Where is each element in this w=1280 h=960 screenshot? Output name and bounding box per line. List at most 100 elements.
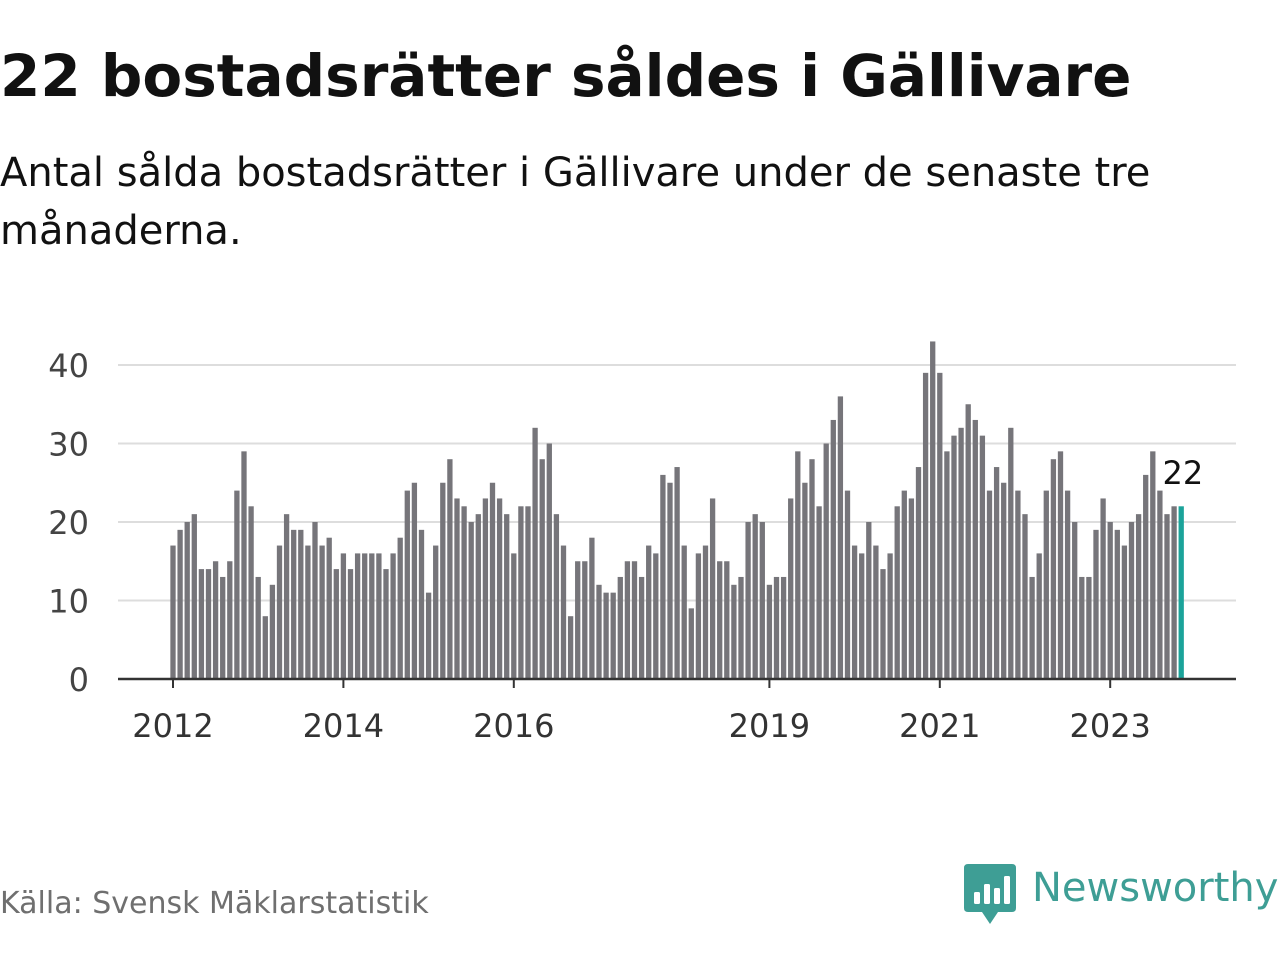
bar	[567, 616, 574, 679]
bar	[1114, 529, 1120, 679]
bar	[546, 443, 552, 679]
bar	[702, 545, 709, 679]
bar	[255, 576, 261, 679]
bar	[191, 514, 197, 679]
bar	[496, 498, 503, 679]
bar	[177, 529, 183, 679]
bar	[1150, 451, 1156, 679]
bar	[1135, 514, 1142, 679]
bar	[1001, 482, 1007, 679]
y-tick-label: 40	[48, 347, 89, 385]
bar	[979, 435, 986, 679]
bar	[823, 443, 829, 679]
x-axis-ticks: 2012 2014 2016 2019 2021 2023	[132, 679, 1151, 745]
bar	[922, 372, 929, 679]
bar	[695, 553, 702, 679]
bar	[887, 553, 893, 679]
bar	[227, 561, 233, 679]
bar	[610, 592, 616, 679]
x-tick-label: 2021	[899, 707, 980, 745]
bar	[1036, 553, 1042, 679]
bar	[958, 427, 964, 679]
bar	[539, 459, 545, 679]
bar	[418, 529, 425, 679]
bar	[717, 561, 723, 679]
bar	[816, 506, 822, 679]
bar	[475, 514, 481, 679]
bar	[482, 498, 489, 679]
bar	[908, 498, 915, 679]
bar	[362, 553, 368, 679]
bar	[376, 553, 382, 679]
bar	[411, 482, 418, 679]
bar	[461, 506, 467, 679]
bar	[354, 553, 361, 679]
bar	[844, 490, 851, 679]
bar	[276, 545, 283, 679]
latest-value-label: 22	[1162, 454, 1203, 492]
bar	[305, 545, 311, 679]
bar	[915, 467, 922, 679]
bar-chart: 0 10 20 30 40 2012 2014 2016 2019 2021 2023 22	[48, 341, 1236, 745]
bar	[667, 482, 673, 679]
bar	[937, 372, 943, 679]
bars	[170, 341, 1184, 679]
bar	[291, 529, 297, 679]
bar	[596, 584, 602, 679]
bar	[1107, 522, 1113, 679]
bar	[993, 467, 1000, 679]
bar	[532, 427, 538, 679]
bar	[333, 569, 339, 679]
bar	[773, 576, 780, 679]
y-tick-label: 30	[48, 426, 89, 464]
bar	[724, 561, 730, 679]
bar	[582, 561, 588, 679]
bar	[1128, 522, 1135, 679]
bar	[873, 545, 879, 679]
bar	[688, 608, 694, 679]
bar	[404, 490, 410, 679]
bar	[340, 553, 347, 679]
bar	[298, 529, 304, 679]
bar	[709, 498, 716, 679]
x-tick-label: 2016	[473, 707, 554, 745]
bar	[347, 569, 354, 679]
bar	[653, 553, 659, 679]
chart-subtitle: Antal sålda bostadsrätter i Gällivare un…	[0, 150, 1151, 254]
bar	[951, 435, 957, 679]
bar	[1171, 506, 1177, 679]
bar	[930, 341, 936, 679]
bar	[425, 592, 432, 679]
bar	[553, 514, 560, 679]
bar	[1100, 498, 1106, 679]
bar	[802, 482, 808, 679]
bar	[212, 561, 219, 679]
bar	[468, 522, 474, 679]
bar	[518, 506, 524, 679]
bar	[1008, 427, 1014, 679]
bar	[397, 537, 403, 679]
bar	[560, 545, 567, 679]
chart-title: 22 bostadsrätter såldes i Gällivare	[0, 42, 1132, 110]
bar	[326, 537, 332, 679]
bar	[674, 467, 680, 679]
bar	[369, 553, 375, 679]
bar	[759, 522, 765, 679]
bar	[944, 451, 950, 679]
bar	[170, 545, 176, 679]
bar	[972, 419, 978, 679]
newsworthy-bar-chart-icon	[964, 864, 1016, 924]
bar	[1079, 576, 1085, 679]
bar	[489, 482, 496, 679]
bar	[241, 451, 247, 679]
bar	[624, 561, 631, 679]
bar	[1029, 576, 1035, 679]
bar	[312, 522, 318, 679]
bar	[504, 514, 510, 679]
bar	[198, 569, 205, 679]
brand-name: Newsworthy	[1032, 865, 1279, 911]
bar	[1057, 451, 1064, 679]
brand-logo: Newsworthy	[964, 864, 1278, 926]
bar	[780, 576, 787, 679]
bar	[248, 506, 254, 679]
